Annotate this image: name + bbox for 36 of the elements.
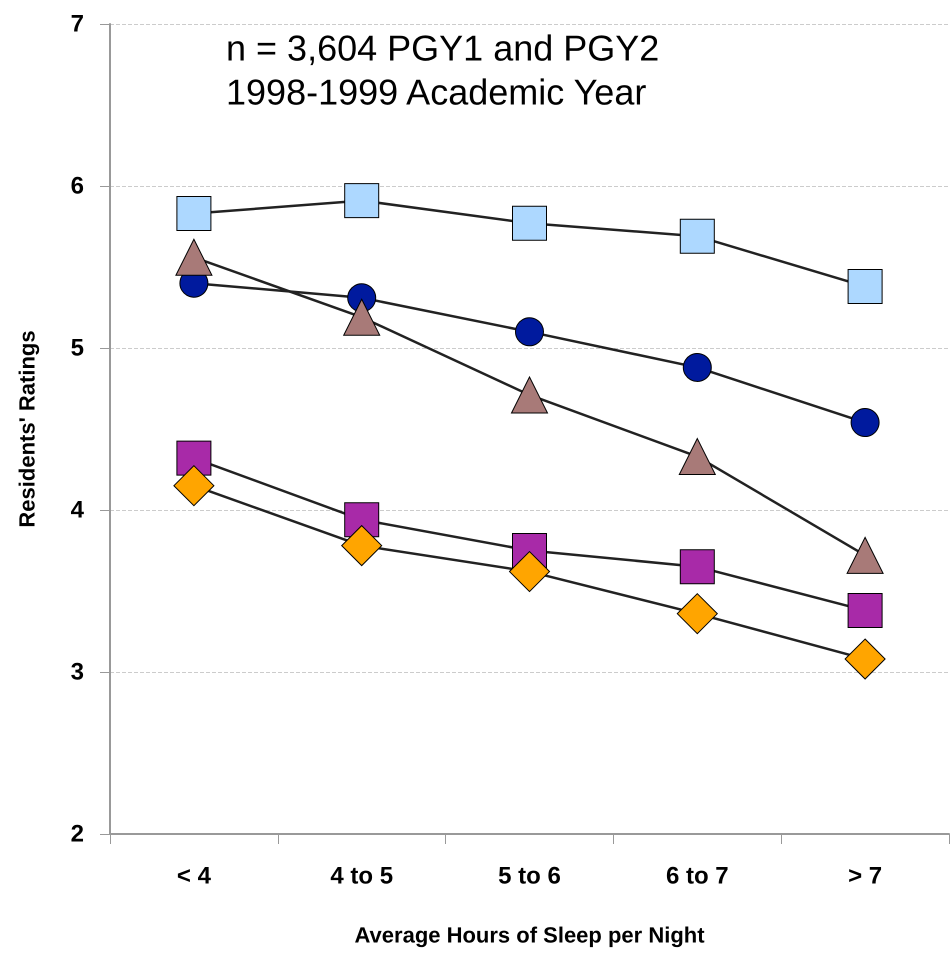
y-axis-title: Residents' Ratings — [14, 330, 40, 528]
point — [680, 549, 715, 584]
y-tick-label: 6 — [70, 172, 84, 200]
point — [176, 440, 212, 476]
y-tick-label: 2 — [70, 820, 84, 848]
point — [341, 525, 382, 566]
point — [511, 376, 548, 414]
x-tick-label: < 4 — [176, 862, 212, 890]
point — [678, 438, 716, 476]
x-axis-title: Average Hours of Sleep per Night — [354, 922, 706, 948]
point — [512, 206, 547, 241]
point — [509, 551, 550, 592]
point — [850, 408, 880, 438]
point — [344, 183, 380, 218]
y-tick-label: 5 — [70, 334, 84, 362]
point — [846, 536, 884, 574]
point — [176, 196, 212, 232]
point — [680, 218, 715, 254]
annotation: 1998-1999 Academic Year — [226, 72, 646, 112]
point — [676, 593, 718, 634]
x-tick-label: 5 to 6 — [498, 862, 561, 890]
y-tick-label: 7 — [70, 10, 84, 38]
point — [175, 238, 212, 276]
point — [173, 465, 214, 506]
y-tick-label: 3 — [70, 658, 84, 686]
x-tick-label: 6 to 7 — [666, 862, 729, 890]
point — [848, 268, 883, 304]
point — [844, 638, 886, 680]
point — [343, 298, 380, 336]
point — [515, 317, 544, 346]
y-tick-label: 4 — [70, 496, 85, 524]
x-tick-label: 4 to 5 — [330, 862, 394, 890]
x-tick-label: > 7 — [848, 862, 882, 890]
point — [682, 352, 712, 382]
point — [848, 592, 883, 628]
annotation: n = 3,604 PGY1 and PGY2 — [226, 28, 660, 68]
